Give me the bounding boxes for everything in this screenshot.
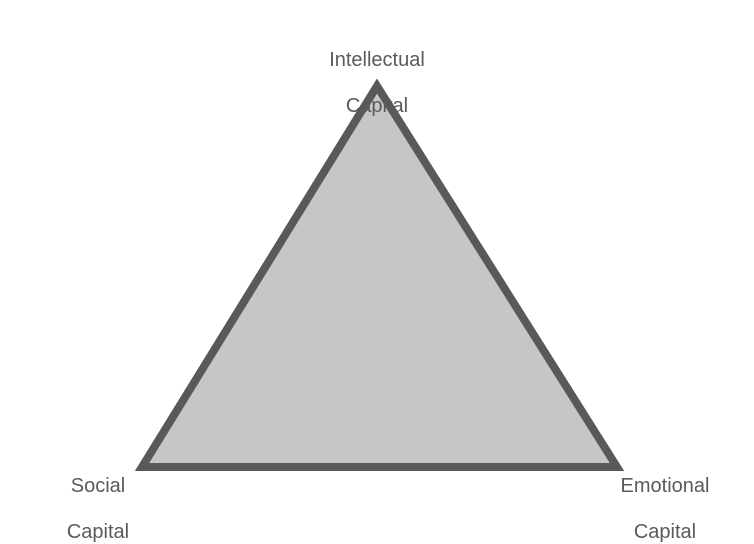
label-left-line2: Capital xyxy=(67,521,129,543)
label-right: Emotional Capital xyxy=(621,452,710,544)
label-left-line1: Social xyxy=(71,475,125,497)
capital-triangle xyxy=(142,86,617,467)
label-right-line2: Capital xyxy=(634,521,696,543)
label-left: Social Capital xyxy=(67,452,129,544)
label-top-line1: Intellectual xyxy=(329,49,425,71)
label-top: Intellectual Capital xyxy=(329,26,425,118)
label-top-line2: Capital xyxy=(346,95,408,117)
label-right-line1: Emotional xyxy=(621,475,710,497)
